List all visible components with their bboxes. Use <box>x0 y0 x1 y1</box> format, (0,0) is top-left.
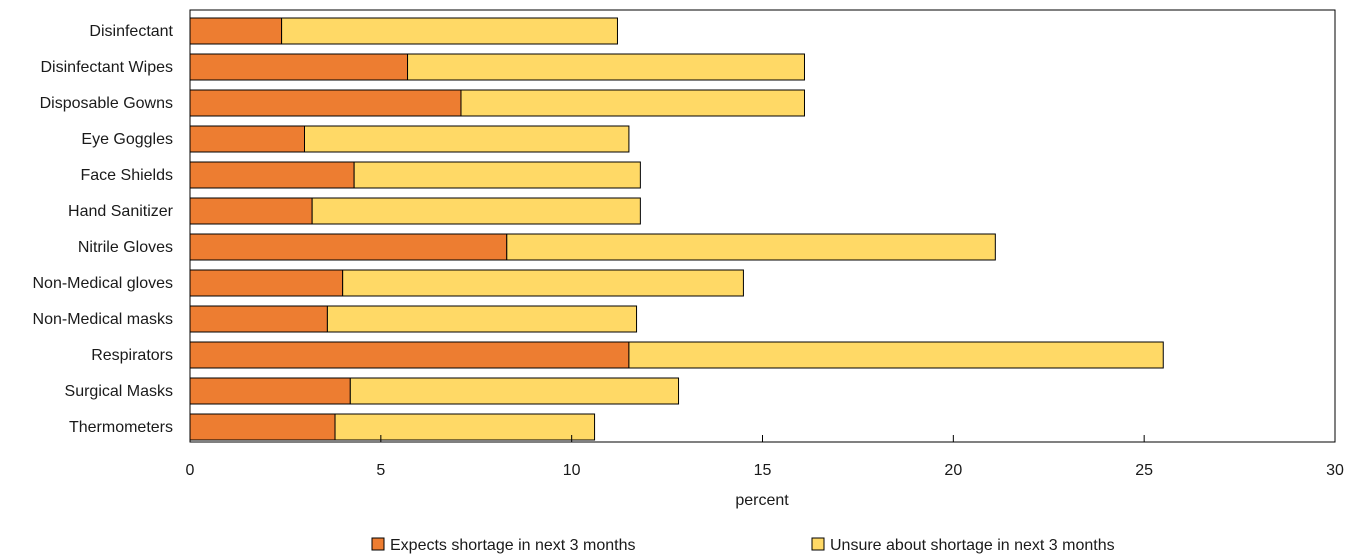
legend-label-expects: Expects shortage in next 3 months <box>390 537 635 554</box>
category-label: Respirators <box>91 347 173 364</box>
category-label: Eye Goggles <box>81 131 173 148</box>
x-tick-label: 10 <box>563 462 581 479</box>
bar-unsure-10 <box>349 377 680 405</box>
legend: Expects shortage in next 3 months Unsure… <box>371 537 1115 554</box>
bar-unsure-2 <box>460 89 805 117</box>
bar-expects-8 <box>189 305 328 333</box>
bar-unsure-3 <box>304 125 630 153</box>
bar-unsure-6 <box>506 233 996 261</box>
bar-unsure-5 <box>311 197 641 225</box>
bar-expects-9 <box>189 341 630 369</box>
x-tick-label: 25 <box>1135 462 1153 479</box>
bar-unsure-8 <box>326 305 638 333</box>
bar-expects-7 <box>189 269 344 297</box>
bar-expects-5 <box>189 197 313 225</box>
legend-swatch-unsure <box>811 537 825 551</box>
bar-unsure-7 <box>342 269 744 297</box>
category-label: Nitrile Gloves <box>78 239 173 256</box>
legend-swatch-expects <box>371 537 385 551</box>
x-axis-ticks: 0 5 10 15 20 25 30 <box>186 435 1344 479</box>
bars-group <box>189 17 1164 441</box>
bar-expects-10 <box>189 377 351 405</box>
x-tick-label: 15 <box>754 462 772 479</box>
x-tick-label: 0 <box>186 462 195 479</box>
category-label: Non-Medical masks <box>33 311 173 328</box>
x-tick-label: 30 <box>1326 462 1344 479</box>
bar-expects-0 <box>189 17 283 45</box>
bar-unsure-0 <box>281 17 618 45</box>
bar-expects-11 <box>189 413 336 441</box>
category-labels: Disinfectant Disinfectant Wipes Disposable… <box>32 23 173 436</box>
category-label: Disposable Gowns <box>40 95 173 112</box>
bar-unsure-9 <box>628 341 1164 369</box>
bar-unsure-1 <box>407 53 805 81</box>
bar-expects-6 <box>189 233 508 261</box>
category-label: Face Shields <box>81 167 174 184</box>
bar-expects-3 <box>189 125 305 153</box>
category-label: Disinfectant Wipes <box>41 59 174 76</box>
category-label: Hand Sanitizer <box>68 203 174 220</box>
category-label: Surgical Masks <box>65 383 173 400</box>
legend-label-unsure: Unsure about shortage in next 3 months <box>830 537 1115 554</box>
x-axis-title: percent <box>735 492 789 509</box>
category-label: Thermometers <box>69 419 173 436</box>
bar-unsure-4 <box>353 161 641 189</box>
bar-expects-2 <box>189 89 462 117</box>
category-label: Disinfectant <box>89 23 173 40</box>
x-tick-label: 20 <box>944 462 962 479</box>
x-tick-label: 5 <box>376 462 385 479</box>
bar-expects-4 <box>189 161 355 189</box>
bar-expects-1 <box>189 53 409 81</box>
bar-unsure-11 <box>334 413 596 441</box>
category-label: Non-Medical gloves <box>32 275 173 292</box>
